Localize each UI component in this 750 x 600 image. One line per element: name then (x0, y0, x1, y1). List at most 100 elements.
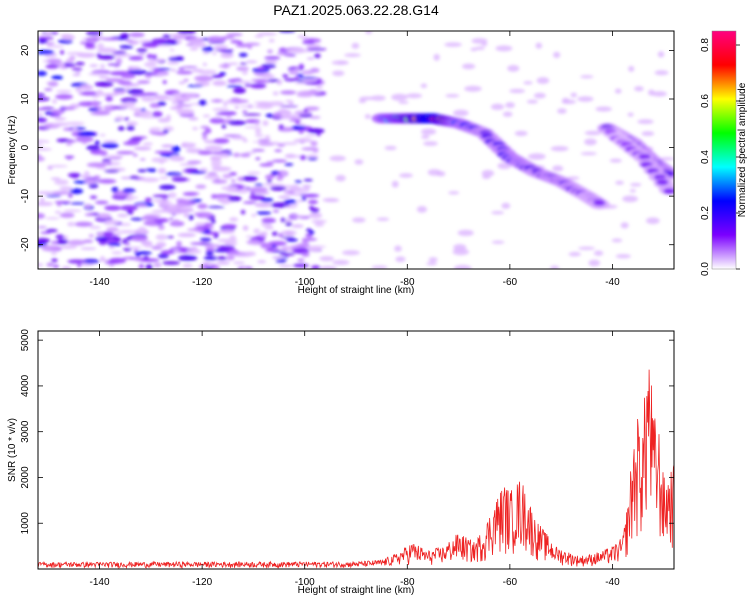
spectrogram-noise-blob (238, 52, 248, 58)
spectrogram-noise-blob (189, 170, 207, 174)
spectrogram-noise-blob (56, 90, 72, 94)
spectrogram-noise-blob (308, 230, 315, 235)
spectrogram-noise-blob (276, 51, 292, 56)
colorbar-frame (711, 30, 737, 270)
spectrogram-noise-blob (242, 69, 248, 75)
spectrogram-noise-blob (302, 41, 315, 45)
spectrogram-noise-blob (313, 53, 321, 59)
snr-background (38, 331, 674, 569)
spectrogram-noise-blob (260, 197, 274, 203)
spectrogram-noise-blob (57, 239, 69, 245)
x-tick-label: -80 (400, 577, 415, 588)
spectrogram-noise-blob (120, 205, 138, 211)
spectrogram-x-ticks: -140 -120 -100 -80 -60 -40 (90, 31, 620, 288)
y-tick-label: 1000 (20, 512, 31, 535)
spectrogram-noise-blob (254, 133, 264, 138)
spectrogram-noise-blob (577, 96, 594, 102)
y-tick-label: -10 (20, 188, 31, 203)
spectrogram-noise-blob (157, 253, 169, 259)
spectrogram-noise-blob (186, 160, 202, 164)
spectrogram-noise-blob (580, 152, 597, 156)
spectrogram-noise-blob (310, 265, 321, 269)
spectrogram-noise-blob (243, 42, 261, 46)
spectrogram-noise-blob (189, 47, 199, 51)
spectrogram-noise-blob (169, 106, 183, 110)
spectrogram-noise-blob (244, 83, 252, 87)
spectrogram-noise-blob (212, 265, 220, 269)
spectrogram-noise-blob (151, 199, 169, 202)
spectrogram-noise-blob (54, 179, 69, 186)
spectrogram-noise-blob (122, 247, 132, 252)
x-tick-label: -40 (605, 277, 620, 288)
spectrogram-noise-blob (251, 79, 269, 82)
spectrogram-noise-blob (165, 235, 175, 239)
colorbar-tick-label: 0.8 (700, 38, 711, 52)
spectrogram-noise-blob (654, 70, 669, 76)
spectrogram-noise-blob (104, 205, 122, 211)
spectrogram-noise-blob (159, 184, 176, 190)
spectrogram-noise-blob (171, 145, 181, 152)
spectrogram-noise-blob (523, 81, 533, 85)
y-tick-label: 0 (20, 144, 31, 150)
spectrogram-noise-blob (284, 218, 293, 224)
spectrogram-noise-blob (168, 192, 177, 199)
spectrogram-noise-blob (69, 188, 84, 194)
spectrogram-noise-blob (371, 95, 386, 101)
spectrogram-noise-blob (54, 200, 71, 204)
spectrogram-noise-blob (481, 169, 495, 177)
spectrogram-noise-blob (306, 44, 322, 49)
y-tick-label: 3000 (20, 420, 31, 443)
spectrogram-noise-blob (86, 162, 107, 168)
spectrogram-noise-blob (134, 251, 152, 255)
spectrogram-noise-blob (155, 241, 167, 248)
spectrogram-noise-blob (645, 217, 660, 225)
spectrogram-noise-blob (284, 231, 294, 236)
spectrogram-noise-blob (501, 202, 511, 209)
spectrogram-noise-blob (102, 140, 118, 143)
spectrogram-noise-blob (204, 127, 212, 134)
spectrogram-noise-blob (622, 195, 639, 203)
spectrogram-noise-blob (172, 249, 180, 252)
spectrogram-noise-blob (182, 66, 198, 69)
spectrogram-noise-blob (203, 256, 218, 261)
spectrogram-noise-blob (212, 107, 230, 112)
spectrogram-noise-blob (112, 53, 132, 58)
spectrogram-noise-blob (207, 41, 225, 44)
spectrogram-noise-blob (179, 163, 198, 166)
spectrogram-noise-blob (298, 137, 311, 142)
spectrogram-noise-blob (75, 87, 83, 93)
spectrogram-noise-blob (168, 57, 184, 62)
spectrogram-noise-blob (288, 48, 306, 54)
spectrogram-noise-blob (628, 65, 635, 72)
spectrogram-noise-blob (298, 63, 305, 70)
spectrogram-noise-blob (89, 195, 98, 199)
spectrogram-noise-blob (147, 58, 165, 63)
spectrogram-noise-blob (595, 106, 612, 112)
spectrogram-noise-blob (254, 121, 260, 126)
spectrogram-noise-blob (552, 165, 564, 172)
spectrogram-noise-blob (507, 64, 520, 72)
spectrogram-noise-blob (41, 245, 59, 248)
spectrogram-signal-core (593, 199, 606, 206)
spectrogram-noise-blob (176, 108, 195, 115)
spectrogram-noise-blob (80, 84, 91, 89)
spectrogram-noise-blob (271, 255, 285, 260)
spectrogram-noise-blob (505, 102, 515, 109)
spectrogram-noise-blob (423, 141, 438, 146)
spectrogram-noise-blob (307, 157, 318, 161)
spectrogram-noise-blob (80, 174, 92, 179)
spectrogram-noise-blob (139, 158, 146, 161)
spectrogram-noise-blob (436, 171, 446, 177)
spectrogram-noise-blob (305, 134, 317, 137)
spectrogram-noise-blob (142, 142, 154, 146)
spectrogram-noise-blob (80, 91, 98, 96)
spectrogram-noise-blob (205, 266, 214, 269)
spectrogram-noise-blob (188, 214, 194, 221)
spectrogram-noise-blob (166, 97, 175, 101)
spectrogram-noise-blob (308, 199, 318, 205)
spectrogram-noise-blob (120, 176, 132, 180)
spectrogram-noise-blob (250, 83, 267, 89)
spectrogram-noise-blob (192, 126, 199, 131)
spectrogram-noise-blob (104, 219, 120, 225)
spectrogram-noise-blob (38, 201, 54, 206)
